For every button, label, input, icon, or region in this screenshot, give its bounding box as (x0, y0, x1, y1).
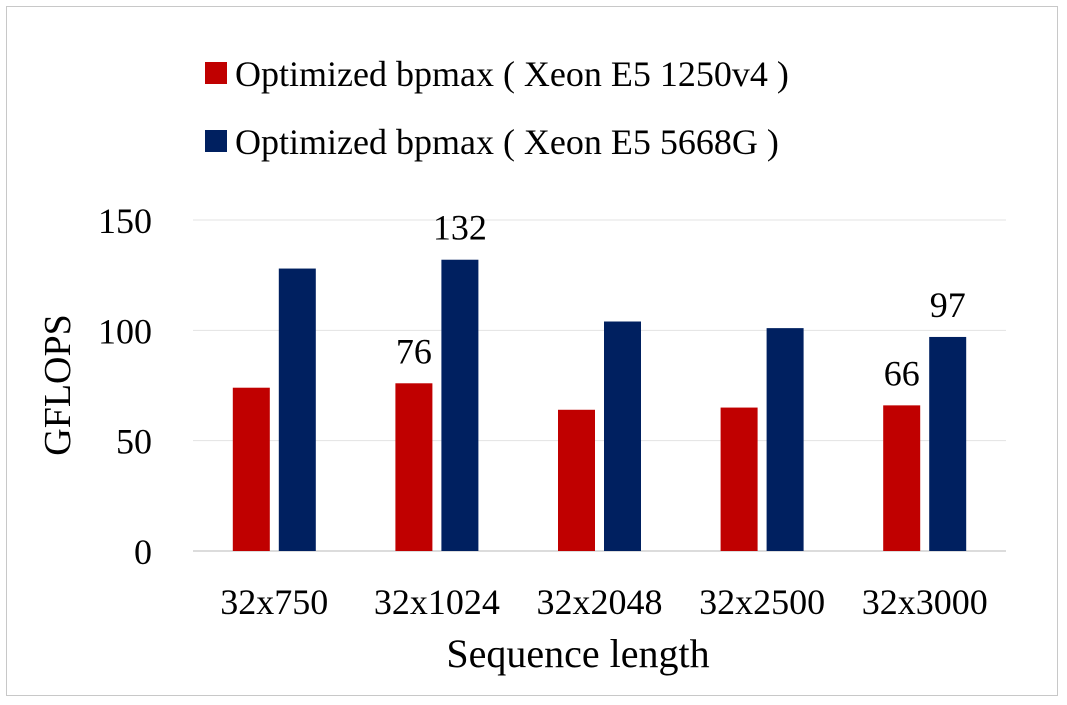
y-tick-label: 50 (116, 422, 152, 462)
bar-series1-32x2048 (558, 409, 595, 551)
data-label: 97 (930, 285, 966, 325)
y-tick-label: 100 (98, 311, 152, 351)
bar-series1-32x3000 (883, 405, 921, 551)
gridlines (193, 219, 1006, 552)
bar-series2-32x3000 (929, 336, 967, 551)
x-tick-label: 32x750 (220, 582, 328, 622)
chart-frame (6, 6, 1058, 696)
bar-series2-32x2500 (766, 328, 804, 551)
x-tick-label: 32x1024 (374, 582, 500, 622)
bar-series1-32x1024 (395, 383, 433, 551)
x-axis-label: Sequence length (446, 631, 709, 676)
bar-series1-32x750 (232, 387, 270, 551)
bar-series2-32x1024 (441, 259, 479, 551)
bars (232, 259, 967, 551)
bar-series2-32x2048 (604, 321, 641, 551)
bar-series1-32x2500 (720, 407, 758, 551)
legend: Optimized bpmax ( Xeon E5 1250v4 ) Optimi… (205, 54, 789, 162)
legend-label: Optimized bpmax ( Xeon E5 1250v4 ) (235, 54, 789, 94)
bar-series2-32x750 (278, 268, 316, 551)
x-tick-labels: 32x750 32x1024 32x2048 32x2500 32x3000 (220, 582, 987, 622)
x-tick-label: 32x2500 (699, 582, 825, 622)
legend-swatch (205, 130, 227, 152)
y-tick-label: 150 (98, 201, 152, 241)
x-tick-label: 32x2048 (537, 582, 663, 622)
data-label: 76 (396, 331, 432, 371)
legend-swatch (205, 62, 227, 84)
y-tick-labels: 0 50 100 150 (98, 201, 152, 572)
y-axis-label: GFLOPS (37, 314, 79, 456)
data-label: 132 (433, 208, 487, 248)
x-tick-label: 32x3000 (862, 582, 988, 622)
y-tick-label: 0 (134, 532, 152, 572)
legend-label: Optimized bpmax ( Xeon E5 5668G ) (235, 122, 779, 162)
data-label: 66 (884, 353, 920, 393)
